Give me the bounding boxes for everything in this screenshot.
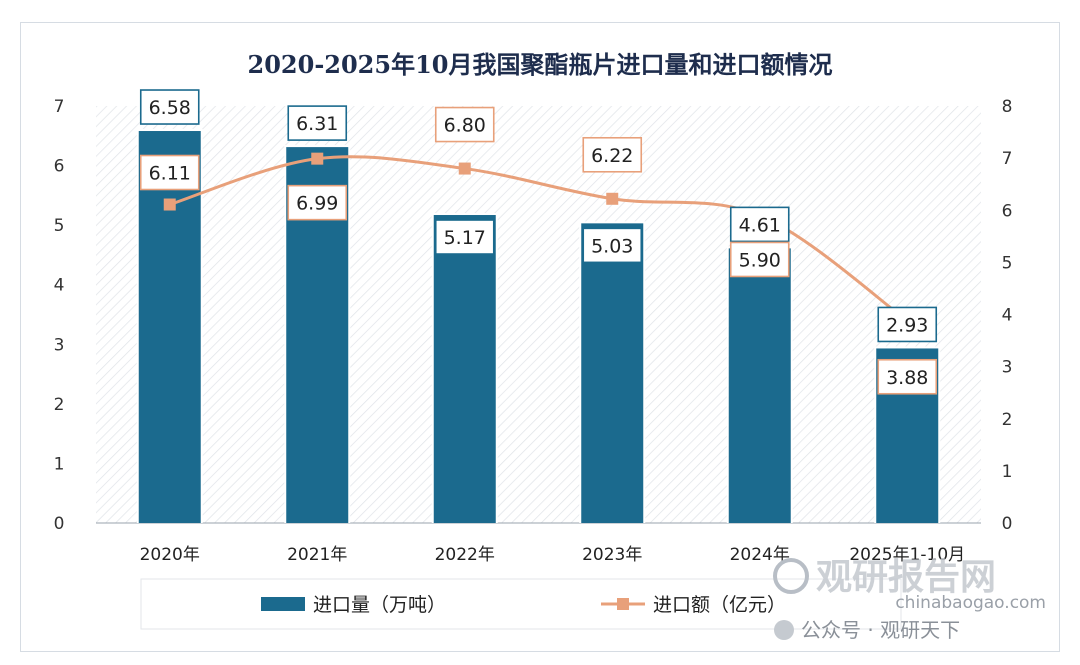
bar-value-label: 2.93: [886, 314, 928, 336]
x-tick-label: 2020年: [140, 545, 200, 565]
line-value-label-box: [729, 241, 790, 278]
line-value-label: 6.22: [591, 145, 633, 167]
legend-marker-line: [617, 598, 629, 610]
y-left-tick-label: 2: [54, 395, 65, 415]
bar-import-volume: [433, 215, 496, 523]
line-point: [458, 162, 471, 175]
y-left-tick-label: 4: [54, 276, 65, 296]
line-value-label: 5.90: [739, 249, 781, 271]
bar-value-label-box: [139, 89, 200, 125]
legend-label-bar: 进口量（万吨）: [313, 594, 446, 616]
y-left-tick-label: 0: [54, 514, 65, 534]
y-right-tick-label: 1: [1002, 462, 1013, 482]
bar-value-label: 5.17: [444, 227, 486, 249]
line-point: [163, 198, 176, 211]
y-right-tick-label: 8: [1002, 97, 1013, 117]
line-value-label: 6.80: [444, 115, 486, 137]
bar-value-label: 6.31: [296, 113, 338, 135]
chart: 0 1 2 3 4 5 6 7 0 1 2 3 4 5 6 7 8 2020年 2021年 2022年 2023年 202…: [54, 50, 1046, 642]
y-right-tick-label: 6: [1002, 201, 1013, 221]
x-tick-label: 2025年1-10月: [849, 545, 965, 565]
watermark-logo-icon: [773, 558, 809, 594]
line-value-label-box: [582, 136, 643, 173]
plot-area: [96, 106, 981, 523]
bar-value-label-box: [729, 206, 790, 243]
line-value-label-box: [877, 358, 938, 395]
x-tick-label: 2023年: [582, 545, 642, 565]
y-left-tick-label: 3: [54, 335, 65, 355]
chart-frame: 0 1 2 3 4 5 6 7 0 1 2 3 4 5 6 7 8 2020年 2021年 2022年 2023年 202…: [20, 22, 1060, 652]
line-value-label-box: [287, 184, 348, 221]
line-value-label: 6.99: [296, 193, 338, 215]
chart-title: 2020-2025年10月我国聚酯瓶片进口量和进口额情况: [248, 50, 833, 79]
line-value-label: 6.11: [149, 163, 191, 185]
x-tick-label: 2022年: [435, 545, 495, 565]
bar-value-label: 4.61: [739, 214, 781, 236]
bar-value-label: 6.58: [149, 97, 191, 119]
wechat-icon: [774, 620, 794, 640]
x-tick-label: 2021年: [287, 545, 347, 565]
bar-import-volume: [728, 248, 791, 523]
y-left-tick-label: 5: [54, 216, 65, 236]
y-right-tick-label: 0: [1002, 514, 1013, 534]
bar-value-label: 5.03: [591, 235, 633, 257]
bar-value-label-box: [434, 219, 495, 255]
y-left-tick-label: 6: [54, 157, 65, 177]
line-value-label-box: [139, 154, 200, 191]
line-point: [606, 192, 619, 205]
legend-label-line: 进口额（亿元）: [653, 594, 786, 616]
watermark-brand: 观研报告网: [816, 557, 996, 598]
y-right-tick-label: 4: [1002, 306, 1013, 326]
bar-value-label-box: [287, 105, 348, 141]
y-left-tick-label: 7: [54, 97, 65, 117]
watermark-account: 公众号 · 观研天下: [801, 618, 960, 642]
y-right-tick-label: 7: [1002, 149, 1013, 169]
y-right-tick-label: 3: [1002, 358, 1013, 378]
y-right-tick-label: 2: [1002, 410, 1013, 430]
bar-import-volume: [581, 223, 644, 523]
line-value-label-box: [434, 106, 495, 143]
x-tick-label: 2024年: [730, 545, 790, 565]
y-left-tick-label: 1: [54, 454, 65, 474]
legend: 进口量（万吨） 进口额（亿元）: [140, 578, 902, 630]
line-value-label: 3.88: [886, 367, 928, 389]
bar-value-label-box: [582, 227, 643, 264]
watermark-url: chinabaogao.com: [895, 593, 1046, 613]
line-point: [311, 152, 324, 165]
y-right-tick-label: 5: [1002, 253, 1013, 273]
bar-value-label-box: [877, 306, 938, 343]
legend-swatch-bar: [261, 597, 305, 611]
